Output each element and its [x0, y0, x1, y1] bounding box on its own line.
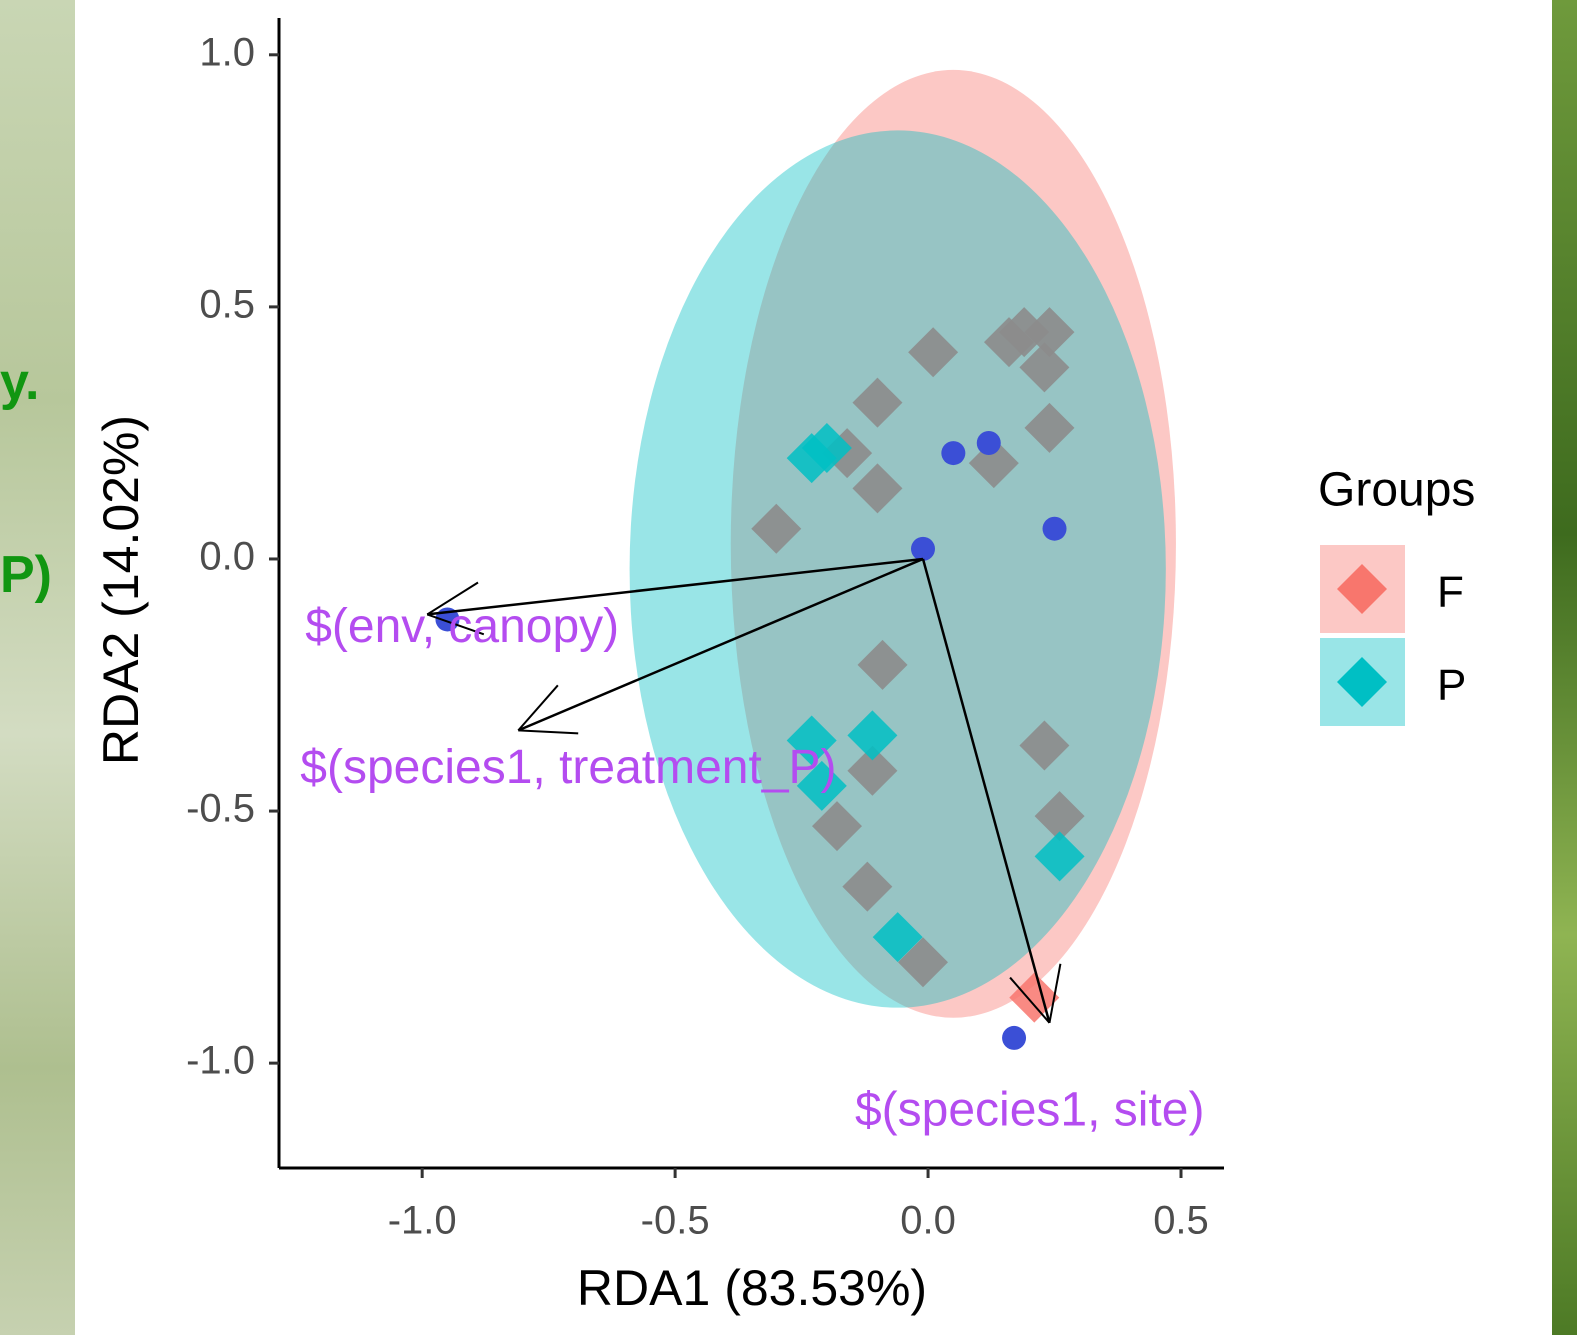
background-photo: [1552, 0, 1577, 1335]
site-point: [999, 307, 1050, 358]
species-point: [1002, 1025, 1027, 1050]
site-point: [1024, 402, 1075, 453]
y-tick-label: -1.0: [186, 1039, 255, 1083]
x-tick-label: 0.0: [900, 1199, 956, 1243]
site-point: [908, 327, 959, 378]
arrow-head: [426, 613, 485, 636]
y-axis-title: RDA2 (14.02%): [93, 415, 149, 765]
site-point: [852, 463, 903, 514]
site-point: [1034, 831, 1085, 882]
x-axis-title: RDA1 (83.53%): [577, 1260, 927, 1316]
species-point: [910, 536, 935, 561]
site-point: [801, 423, 852, 474]
site-point: [842, 861, 893, 912]
arrow-head: [426, 581, 479, 616]
x-tick-label: 0.5: [1153, 1199, 1209, 1243]
arrow-head: [517, 684, 559, 732]
biplot-arrow: [427, 557, 924, 616]
y-tick-label: -0.5: [186, 787, 255, 831]
species-point: [1042, 516, 1067, 541]
site-point: [1019, 342, 1070, 393]
site-point: [872, 912, 923, 963]
y-tick-label: 0.0: [199, 535, 255, 579]
legend-label: F: [1437, 568, 1464, 617]
site-point: [847, 710, 898, 761]
site-point: [847, 745, 898, 796]
site-point: [811, 801, 862, 852]
site-point: [1024, 307, 1075, 358]
x-tick-label: -1.0: [388, 1199, 457, 1243]
site-point: [786, 715, 837, 766]
arrow-label: $(species1, site): [855, 1083, 1204, 1136]
site-point: [1034, 791, 1085, 842]
y-tick-label: 1.0: [199, 30, 255, 74]
site-point: [852, 377, 903, 428]
background-photo: [0, 0, 75, 1335]
site-point: [1019, 720, 1070, 771]
biplot-arrow: [517, 557, 924, 732]
arrow-label: $(env, canopy): [305, 600, 619, 653]
site-point: [796, 760, 847, 811]
legend-label: P: [1437, 661, 1466, 710]
arrow-head: [518, 729, 579, 735]
y-tick-label: 0.5: [199, 282, 255, 326]
arrow-head: [1048, 963, 1062, 1023]
confidence-ellipse: [730, 69, 1176, 1018]
slide-text-fragment: y.: [0, 353, 40, 411]
biplot-arrow: [921, 558, 1051, 1024]
site-point: [857, 639, 908, 690]
legend-symbol: [1337, 657, 1387, 707]
species-point: [976, 431, 1001, 456]
arrow-head: [1009, 976, 1051, 1024]
slide-text-fragment: P): [0, 546, 52, 604]
legend-title: Groups: [1318, 464, 1475, 517]
x-tick-label: -0.5: [641, 1199, 710, 1243]
site-point: [751, 503, 802, 554]
species-point: [941, 441, 966, 466]
site-point: [897, 937, 948, 988]
arrow-label: $(species1, treatment_P): [300, 741, 836, 794]
legend-symbol: [1337, 564, 1387, 614]
